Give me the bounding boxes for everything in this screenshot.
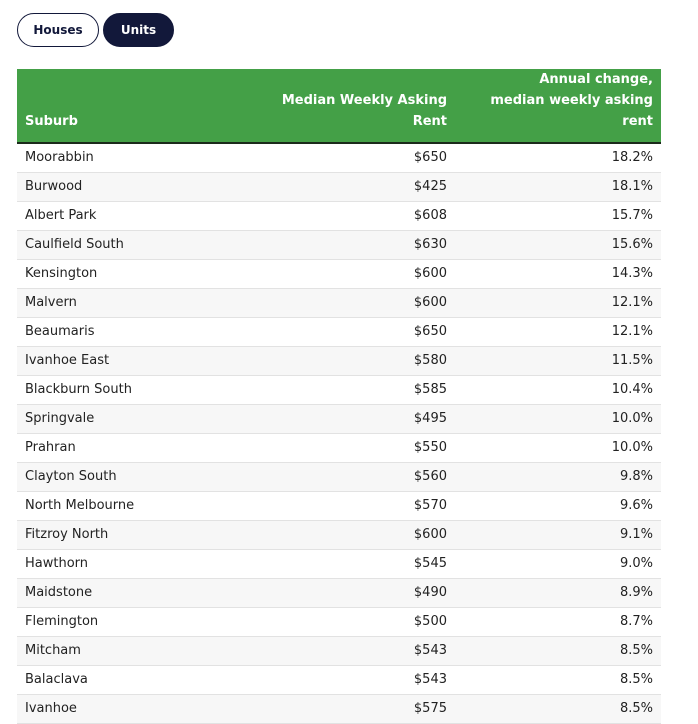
table-row: Balaclava $543 8.5% bbox=[17, 665, 661, 694]
table-row: Beaumaris $650 12.1% bbox=[17, 317, 661, 346]
table-row: Prahran $550 10.0% bbox=[17, 433, 661, 462]
change-cell: 8.5% bbox=[619, 643, 653, 658]
change-cell: 8.5% bbox=[619, 672, 653, 687]
table-row: Clayton South $560 9.8% bbox=[17, 462, 661, 491]
rent-cell: $600 bbox=[413, 266, 447, 281]
suburb-cell: Ivanhoe East bbox=[25, 353, 110, 368]
suburb-cell: Burwood bbox=[25, 179, 83, 194]
table-row: Moorabbin $650 18.2% bbox=[17, 143, 661, 172]
suburb-cell: Malvern bbox=[25, 295, 77, 310]
rent-cell: $580 bbox=[413, 353, 447, 368]
header-row: Suburb Median Weekly Asking Rent Annual … bbox=[17, 69, 661, 143]
header-cell: Annual change, median weekly asking rent bbox=[455, 69, 661, 143]
suburb-cell: Kensington bbox=[25, 266, 98, 281]
suburb-cell: Caulfield South bbox=[25, 237, 124, 252]
suburb-cell: Blackburn South bbox=[25, 382, 132, 397]
change-cell: 10.0% bbox=[611, 411, 653, 426]
rent-cell: $500 bbox=[413, 614, 447, 629]
table-row: Hawthorn $545 9.0% bbox=[17, 549, 661, 578]
suburb-cell: Fitzroy North bbox=[25, 527, 109, 542]
header-cell: Suburb bbox=[25, 114, 78, 129]
header-cell: Median Weekly Asking Rent bbox=[281, 93, 447, 129]
change-cell: 10.0% bbox=[611, 440, 653, 455]
rent-cell: $550 bbox=[413, 440, 447, 455]
change-cell: 9.0% bbox=[619, 556, 653, 571]
table-row: Mitcham $543 8.5% bbox=[17, 636, 661, 665]
change-cell: 9.1% bbox=[619, 527, 653, 542]
rent-cell: $600 bbox=[413, 527, 447, 542]
suburb-cell: Albert Park bbox=[25, 208, 97, 223]
table-row: Malvern $600 12.1% bbox=[17, 288, 661, 317]
header-text: Annual change, median weekly asking rent bbox=[490, 72, 653, 129]
table-row: Ivanhoe East $580 11.5% bbox=[17, 346, 661, 375]
change-cell: 14.3% bbox=[611, 266, 653, 281]
houses-button[interactable]: Houses bbox=[17, 13, 99, 47]
toggle: Houses Units bbox=[17, 13, 174, 47]
rent-cell: $600 bbox=[413, 295, 447, 310]
table-row: Flemington $500 8.7% bbox=[17, 607, 661, 636]
suburb-cell: North Melbourne bbox=[25, 498, 135, 513]
rent-cell: $490 bbox=[413, 585, 447, 600]
suburb-cell: Beaumaris bbox=[25, 324, 95, 339]
suburb-cell: Moorabbin bbox=[25, 150, 94, 166]
table-row: Caulfield South $630 15.6% bbox=[17, 230, 661, 259]
change-cell: 12.1% bbox=[611, 295, 653, 310]
suburb-cell: Hawthorn bbox=[25, 556, 89, 571]
rent-cell: $575 bbox=[413, 701, 447, 716]
table-row: Springvale $495 10.0% bbox=[17, 404, 661, 433]
rent-cell: $650 bbox=[413, 150, 447, 166]
table-row: Albert Park $608 15.7% bbox=[17, 201, 661, 230]
change-cell: 8.9% bbox=[619, 585, 653, 600]
suburb-cell: Prahran bbox=[25, 440, 76, 455]
change-cell: 18.2% bbox=[611, 150, 653, 166]
suburb-cell: Springvale bbox=[25, 411, 95, 426]
rent-cell: $608 bbox=[413, 208, 447, 223]
change-cell: 15.7% bbox=[611, 208, 653, 223]
change-cell: 9.8% bbox=[619, 469, 653, 484]
rent-cell: $650 bbox=[413, 324, 447, 339]
change-cell: 8.5% bbox=[619, 701, 653, 716]
rent-cell: $545 bbox=[413, 556, 447, 571]
rent-table: Suburb Median Weekly Asking Rent Annual … bbox=[17, 69, 661, 724]
rent-cell: $585 bbox=[413, 382, 447, 397]
change-cell: 12.1% bbox=[611, 324, 653, 339]
table-row: Kensington $600 14.3% bbox=[17, 259, 661, 288]
table-row: Blackburn South $585 10.4% bbox=[17, 375, 661, 404]
table-row: Burwood $425 18.1% bbox=[17, 172, 661, 201]
change-cell: 15.6% bbox=[611, 237, 653, 252]
table-row: Ivanhoe $575 8.5% bbox=[17, 694, 661, 723]
change-cell: 11.5% bbox=[611, 353, 653, 368]
rent-cell: $570 bbox=[413, 498, 447, 513]
suburb-cell: Ivanhoe bbox=[25, 701, 77, 716]
table-row: Fitzroy North $600 9.1% bbox=[17, 520, 661, 549]
suburb-cell: Flemington bbox=[25, 614, 99, 629]
units-button[interactable]: Units bbox=[103, 13, 174, 47]
table-row: Maidstone $490 8.9% bbox=[17, 578, 661, 607]
suburb-cell: Clayton South bbox=[25, 469, 117, 484]
change-cell: 18.1% bbox=[611, 179, 653, 194]
rent-cell: $543 bbox=[413, 672, 447, 687]
suburb-cell: Mitcham bbox=[25, 643, 81, 658]
rent-cell: $425 bbox=[413, 179, 447, 194]
suburb-cell: Balaclava bbox=[25, 672, 88, 687]
rent-cell: $495 bbox=[413, 411, 447, 426]
rent-cell: $543 bbox=[413, 643, 447, 658]
rent-cell: $630 bbox=[413, 237, 447, 252]
rent-cell: $560 bbox=[413, 469, 447, 484]
change-cell: 8.7% bbox=[619, 614, 653, 629]
change-cell: 10.4% bbox=[611, 382, 653, 397]
change-cell: 9.6% bbox=[619, 498, 653, 513]
table-head: Suburb Median Weekly Asking Rent Annual … bbox=[17, 69, 661, 143]
suburb-cell: Maidstone bbox=[25, 585, 93, 600]
table-row: North Melbourne $570 9.6% bbox=[17, 491, 661, 520]
table-body: Moorabbin $650 18.2% Burwood $425 18.1% Albert… bbox=[17, 143, 661, 723]
